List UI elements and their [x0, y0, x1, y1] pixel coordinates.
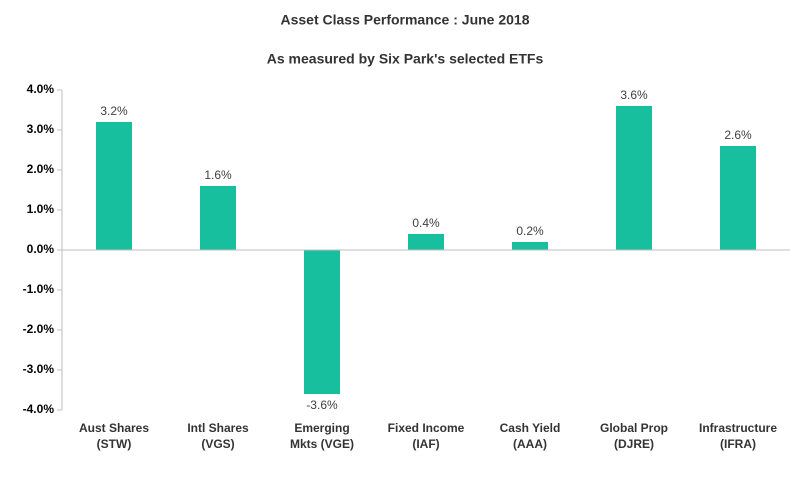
x-tick-label: Intl Shares (VGS) — [187, 421, 249, 451]
x-tick-label: Cash Yield (AAA) — [500, 421, 561, 451]
y-tick-label: -2.0% — [23, 322, 55, 336]
bar — [408, 234, 444, 250]
y-tick-label: 0.0% — [27, 242, 55, 256]
y-tick-label: -3.0% — [23, 362, 55, 376]
value-label: 0.4% — [412, 216, 440, 230]
x-tick-label: Fixed Income (IAF) — [388, 421, 465, 451]
y-tick-label: 2.0% — [27, 162, 55, 176]
value-label: -3.6% — [306, 398, 338, 412]
x-tick-label: Emerging Mkts (VGE) — [290, 421, 354, 451]
value-label: 2.6% — [724, 128, 752, 142]
x-tick-label: Infrastructure (IFRA) — [699, 421, 777, 451]
bar — [720, 146, 756, 250]
y-tick-label: 1.0% — [27, 202, 55, 216]
value-label: 0.2% — [516, 224, 544, 238]
x-tick-label: Aust Shares (STW) — [79, 421, 149, 451]
bar — [96, 122, 132, 250]
bar — [200, 186, 236, 250]
bar — [304, 250, 340, 394]
bar — [616, 106, 652, 250]
y-tick-label: -1.0% — [23, 282, 55, 296]
x-tick-label: Global Prop (DJRE) — [600, 421, 668, 451]
chart-title: Asset Class Performance : June 2018 — [280, 12, 529, 28]
bar — [512, 242, 548, 250]
value-label: 3.6% — [620, 88, 648, 102]
y-tick-label: -4.0% — [23, 402, 55, 416]
chart-subtitle: As measured by Six Park's selected ETFs — [267, 51, 544, 67]
y-tick-label: 4.0% — [27, 82, 55, 96]
value-label: 3.2% — [100, 104, 128, 118]
y-tick-label: 3.0% — [27, 122, 55, 136]
value-label: 1.6% — [204, 168, 232, 182]
